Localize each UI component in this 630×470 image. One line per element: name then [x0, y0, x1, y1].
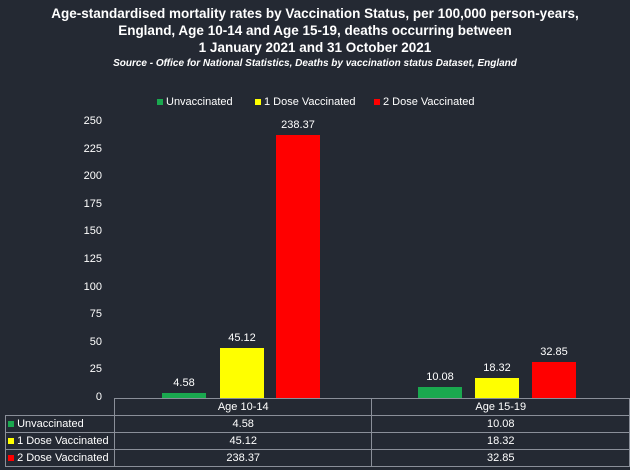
- bar: [162, 392, 206, 398]
- bar: [220, 348, 264, 398]
- table-row: Unvaccinated 4.58 10.08: [5, 415, 630, 433]
- bar: [475, 377, 519, 398]
- legend-2-dose: 2 Dose Vaccinated: [374, 96, 475, 108]
- chart-title-line-1: Age-standardised mortality rates by Vacc…: [51, 6, 579, 21]
- table-header: Age 15-19: [371, 398, 630, 416]
- y-tick-label: 75: [89, 308, 102, 321]
- data-label: 4.58: [173, 376, 195, 389]
- y-tick-label: 150: [83, 225, 102, 238]
- y-tick-label: 0: [95, 391, 102, 403]
- y-tick-label: 200: [83, 170, 102, 183]
- y-tick-label: 100: [83, 280, 102, 293]
- legend-1-dose: 1 Dose Vaccinated: [255, 96, 356, 108]
- y-tick-label: 25: [89, 363, 102, 376]
- table-row: 2 Dose Vaccinated 238.37 32.85: [5, 449, 630, 467]
- data-label: 18.32: [483, 361, 511, 374]
- chart-title-line-3: 1 January 2021 and 31 October 2021: [198, 40, 432, 55]
- y-tick-label: 175: [83, 197, 102, 210]
- y-tick-label: 125: [83, 253, 102, 265]
- table-header: Age 10-14: [113, 398, 373, 416]
- data-label: 10.08: [426, 370, 454, 383]
- table-row: 1 Dose Vaccinated 45.12 18.32: [5, 432, 630, 450]
- data-label: 32.85: [540, 345, 568, 358]
- chart-subtitle: Source - Office for National Statistics,…: [113, 58, 517, 69]
- data-table: Age 10-14 Age 15-19 Unvaccinated 4.58 10.08…: [5, 398, 630, 467]
- y-tick-label: 50: [89, 335, 102, 348]
- data-label: 45.12: [228, 332, 256, 345]
- data-label: 238.37: [281, 118, 315, 131]
- bar: [276, 134, 320, 398]
- y-tick-label: 250: [83, 115, 102, 127]
- bar: [418, 386, 462, 398]
- legend-unvaccinated: Unvaccinated: [157, 96, 233, 108]
- bar: [532, 361, 576, 398]
- y-tick-label: 225: [83, 142, 102, 155]
- chart-title-line-2: England, Age 10-14 and Age 15-19, deaths…: [118, 23, 512, 38]
